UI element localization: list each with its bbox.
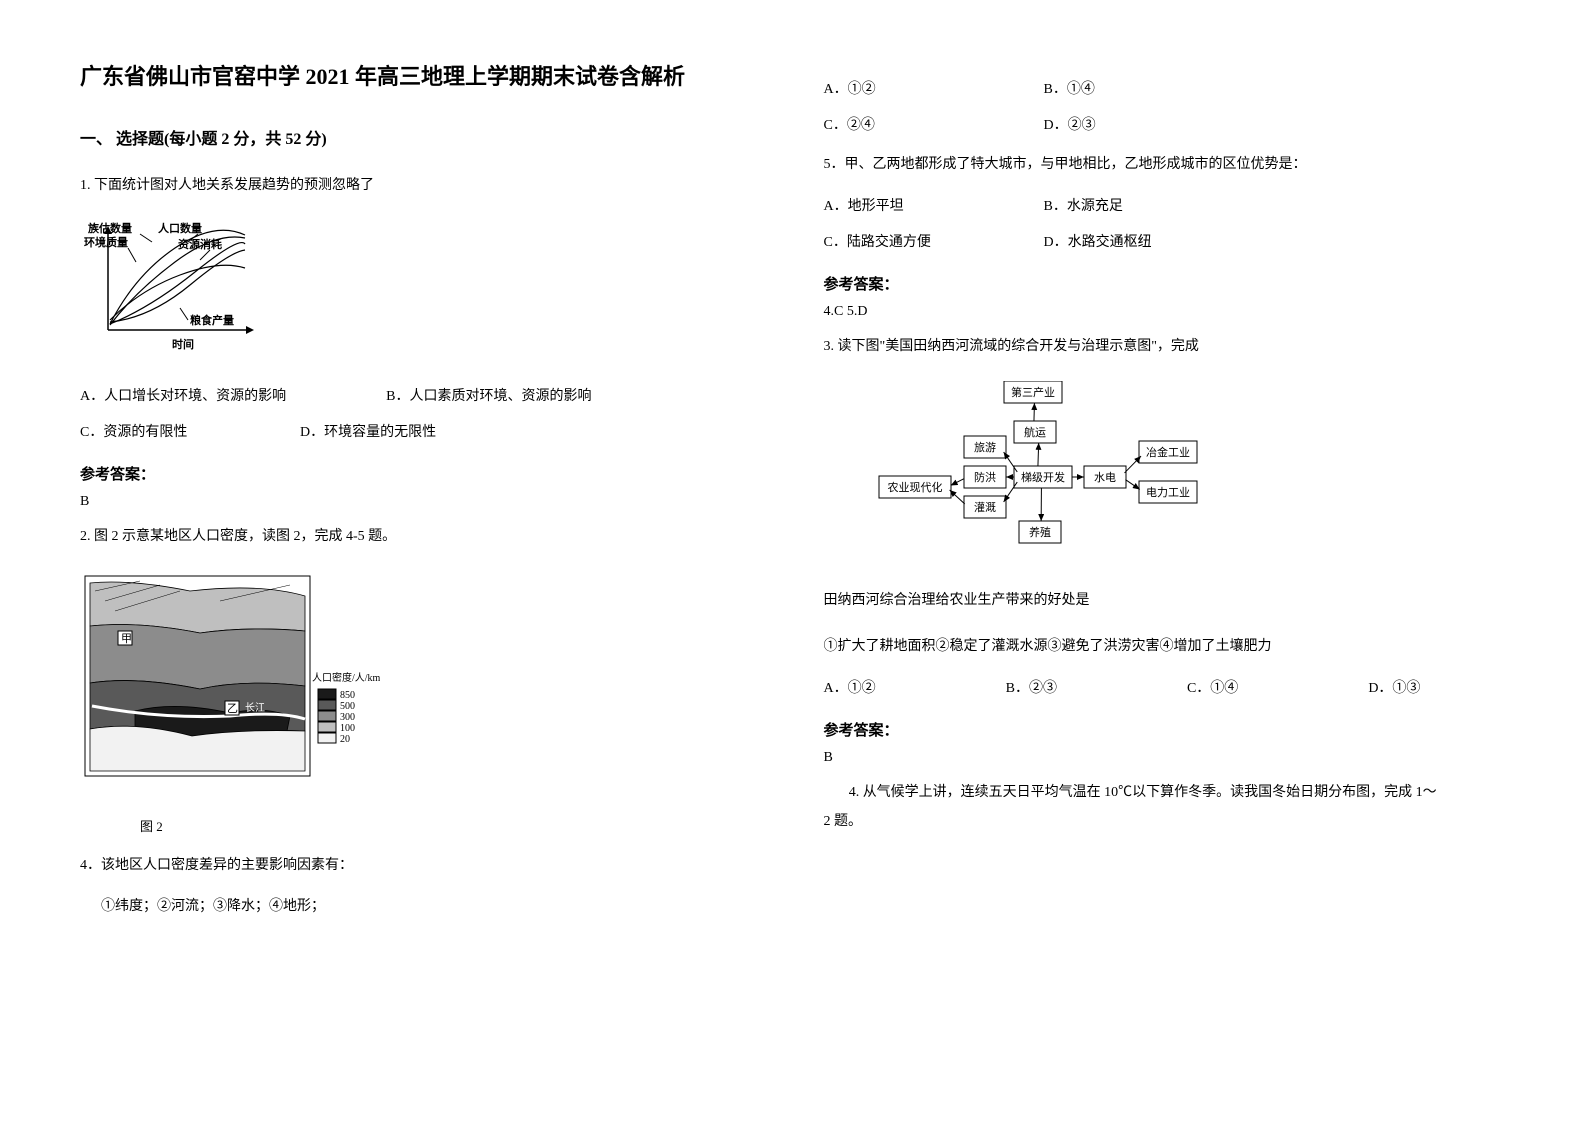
q2-sub4-opts-row2: C．②④ D．②③ <box>824 114 1508 134</box>
opt: A．①② <box>824 677 876 697</box>
opt: C．①④ <box>1187 677 1238 697</box>
map-label-a: 甲 <box>121 633 132 645</box>
map-label-b: 乙 <box>227 702 238 715</box>
legend-title: 人口密度/人/km² <box>312 671 380 684</box>
legend-item: 100 <box>340 723 355 734</box>
opt: C．②④ <box>824 114 944 134</box>
q1-options-row1: A．人口增长对环境、资源的影响 B．人口素质对环境、资源的影响 <box>80 385 764 405</box>
opt: D．②③ <box>1044 114 1164 134</box>
flow-node-label: 梯级开发 <box>1021 470 1065 484</box>
flow-node-label: 养殖 <box>1029 525 1051 539</box>
flow-node-label: 水电 <box>1094 471 1116 484</box>
q1-opt-c: C．资源的有限性 <box>80 421 200 441</box>
legend-item: 500 <box>340 701 355 712</box>
q2-sub4-items: ①纬度；②河流；③降水；④地形； <box>80 895 764 915</box>
flow-node-label: 防洪 <box>974 470 996 484</box>
q4-stem-post: 2 题。 <box>824 809 1508 834</box>
q1-opt-b: B．人口素质对环境、资源的影响 <box>386 385 591 405</box>
flow-node-label: 第三产业 <box>1011 385 1055 399</box>
opt: B．①④ <box>1044 78 1164 98</box>
q2-sub4: 4．该地区人口密度差异的主要影响因素有： <box>80 853 764 878</box>
chart-label: 环境质量 <box>84 235 128 249</box>
q2-answer: 4.C 5.D <box>824 304 1508 320</box>
right-column: A．①② B．①④ C．②④ D．②③ 5．甲、乙两地都形成了特大城市，与甲地相… <box>824 60 1508 1062</box>
q1-options-row2: C．资源的有限性 D．环境容量的无限性 <box>80 421 764 441</box>
legend-item: 300 <box>340 712 355 723</box>
q2-sub5: 5．甲、乙两地都形成了特大城市，与甲地相比，乙地形成城市的区位优势是： <box>824 152 1508 177</box>
q2-sub5-opts-row1: A．地形平坦 B．水源充足 <box>824 195 1508 215</box>
flow-node-label: 冶金工业 <box>1146 445 1190 459</box>
left-column: 广东省佛山市官窑中学 2021 年高三地理上学期期末试卷含解析 一、 选择题(每… <box>80 60 764 1062</box>
flow-node-label: 灌溉 <box>974 501 996 514</box>
q3-line2: ①扩大了耕地面积②稳定了灌溉水源③避免了洪涝灾害④增加了土壤肥力 <box>824 634 1508 659</box>
flow-node-label: 电力工业 <box>1146 486 1190 499</box>
q2-answer-head: 参考答案： <box>824 273 1508 294</box>
chart-label: 资源消耗 <box>178 237 222 251</box>
exam-title: 广东省佛山市官窑中学 2021 年高三地理上学期期末试卷含解析 <box>80 60 764 93</box>
legend-item: 20 <box>340 734 350 745</box>
opt: A．①② <box>824 78 944 98</box>
chart-xlabel: 时间 <box>172 337 194 351</box>
chart-label: 人口数量 <box>158 221 202 235</box>
q1-stem: 1. 下面统计图对人地关系发展趋势的预测忽略了 <box>80 173 764 198</box>
opt: C．陆路交通方便 <box>824 231 944 251</box>
chart-label: 族估数量 <box>88 221 132 235</box>
q3-opts: A．①② B．②③ C．①④ D．①③ <box>824 677 1508 697</box>
q3-diagram: 第三产业旅游 航运防洪 梯级开发 水电灌溉养殖 农业现代化 冶金工业电力工业 <box>864 381 1508 566</box>
section-heading: 一、 选择题(每小题 2 分，共 52 分) <box>80 125 764 149</box>
q1-opt-a: A．人口增长对环境、资源的影响 <box>80 385 286 405</box>
q1-chart: 族估数量 人口数量 环境质量 资源消耗 粮食产量 时间 <box>80 220 764 365</box>
q2-stem: 2. 图 2 示意某地区人口密度，读图 2，完成 4-5 题。 <box>80 524 764 549</box>
q4-stem-pre: 4. 从气候学上讲，连续五天日平均气温在 10℃以下算作冬季。读我国冬始日期分布… <box>824 780 1508 805</box>
q1-answer-head: 参考答案： <box>80 463 764 484</box>
opt: B．②③ <box>1006 677 1057 697</box>
q3-line1: 田纳西河综合治理给农业生产带来的好处是 <box>824 588 1508 613</box>
q3-answer: B <box>824 750 1508 766</box>
flow-node-label: 旅游 <box>974 440 996 454</box>
flow-node-label: 农业现代化 <box>887 480 942 494</box>
opt: D．水路交通枢纽 <box>1044 231 1164 251</box>
flow-node-label: 航运 <box>1024 425 1046 439</box>
opt: B．水源充足 <box>1044 195 1164 215</box>
opt: D．①③ <box>1368 677 1420 697</box>
q2-sub5-opts-row2: C．陆路交通方便 D．水路交通枢纽 <box>824 231 1508 251</box>
legend-item: 850 <box>340 690 355 701</box>
q2-sub4-opts-row1: A．①② B．①④ <box>824 78 1508 98</box>
q1-answer: B <box>80 494 764 510</box>
q2-caption: 图 2 <box>140 816 764 835</box>
q1-opt-d: D．环境容量的无限性 <box>300 421 436 441</box>
opt: A．地形平坦 <box>824 195 944 215</box>
q3-stem: 3. 读下图"美国田纳西河流域的综合开发与治理示意图"，完成 <box>824 334 1508 359</box>
q3-answer-head: 参考答案： <box>824 719 1508 740</box>
map-river-label: 长江 <box>245 702 265 714</box>
q2-map: 甲 乙 长江 人口密度/人/km² 850 500 300 100 20 <box>80 571 764 796</box>
chart-label: 粮食产量 <box>190 313 234 327</box>
